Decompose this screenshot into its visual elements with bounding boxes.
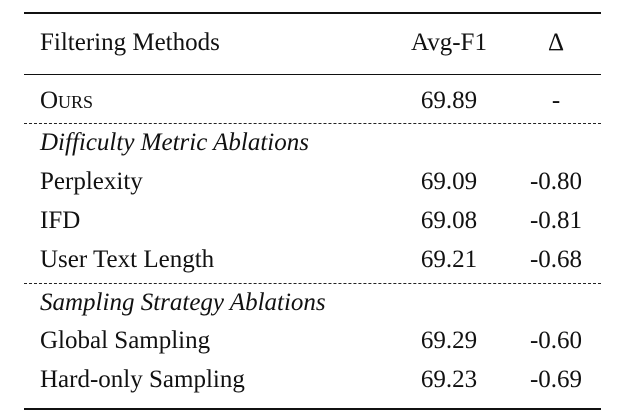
header-method: Filtering Methods xyxy=(40,29,220,56)
table-row: Global Sampling 69.29 -0.60 xyxy=(24,322,601,360)
method-perplexity: Perplexity xyxy=(40,168,143,195)
delta-ifd: -0.81 xyxy=(529,207,583,234)
avg-f1-ifd: 69.08 xyxy=(420,207,478,234)
header-rule xyxy=(24,74,601,75)
avg-f1-hard-only-sampling: 69.23 xyxy=(420,366,478,393)
table-row: Perplexity 69.09 -0.80 xyxy=(24,163,601,201)
ours-avg-f1: 69.89 xyxy=(420,87,478,114)
section-divider-sampling xyxy=(24,283,601,284)
section-divider-difficulty xyxy=(24,123,601,124)
table-row: IFD 69.08 -0.81 xyxy=(24,202,601,240)
bottom-rule xyxy=(24,408,601,410)
avg-f1-perplexity: 69.09 xyxy=(420,168,478,195)
ours-delta: - xyxy=(551,87,561,114)
ours-method: Ours xyxy=(40,87,94,114)
header-avg-f1: Avg-F1 xyxy=(411,29,487,56)
method-user-text-length: User Text Length xyxy=(40,246,215,273)
delta-perplexity: -0.80 xyxy=(529,168,583,195)
top-rule xyxy=(24,12,601,14)
header-delta: Δ xyxy=(547,29,565,56)
results-table: Filtering Methods Avg-F1 Δ Ours 69.89 - … xyxy=(24,12,601,410)
section-title-difficulty: Difficulty Metric Ablations xyxy=(40,129,309,156)
delta-hard-only-sampling: -0.69 xyxy=(529,366,583,393)
delta-global-sampling: -0.60 xyxy=(529,327,583,354)
avg-f1-global-sampling: 69.29 xyxy=(420,327,478,354)
avg-f1-user-text-length: 69.21 xyxy=(420,246,478,273)
ours-row: Ours 69.89 - xyxy=(24,82,601,120)
method-hard-only-sampling: Hard-only Sampling xyxy=(40,366,245,393)
method-ifd: IFD xyxy=(40,207,81,234)
delta-user-text-length: -0.68 xyxy=(529,246,583,273)
header-row: Filtering Methods Avg-F1 Δ xyxy=(24,24,601,62)
table-row: Hard-only Sampling 69.23 -0.69 xyxy=(24,361,601,399)
method-global-sampling: Global Sampling xyxy=(40,327,211,354)
section-title-sampling: Sampling Strategy Ablations xyxy=(40,289,326,316)
table-row: User Text Length 69.21 -0.68 xyxy=(24,241,601,279)
